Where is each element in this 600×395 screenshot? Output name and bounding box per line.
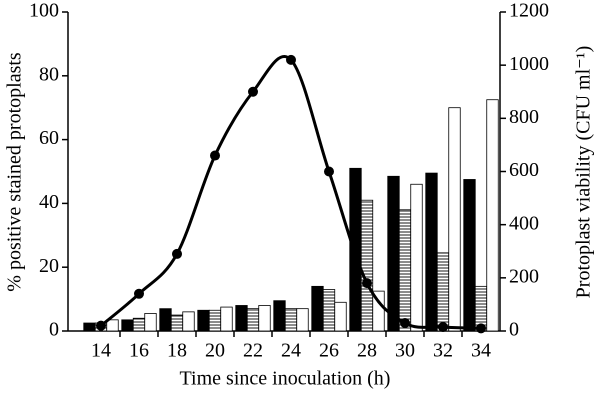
line-point	[96, 320, 106, 331]
x-tick-label: 32	[433, 340, 453, 362]
x-tick-label: 30	[395, 340, 415, 362]
line-point	[362, 278, 372, 289]
line-point	[134, 288, 144, 299]
x-tick-label: 18	[167, 340, 187, 362]
line-point	[324, 166, 334, 177]
bar	[106, 319, 119, 332]
x-tick-label: 28	[357, 340, 377, 362]
x-tick-label: 34	[471, 340, 491, 362]
y-tick-label: 0	[49, 319, 59, 341]
line-point	[400, 318, 410, 329]
line	[100, 55, 482, 330]
bar	[372, 290, 385, 332]
bar	[398, 209, 412, 332]
y-tick-label: 60	[39, 127, 59, 149]
bar	[144, 313, 157, 332]
bar	[132, 317, 146, 332]
x-tick-label: 16	[129, 340, 149, 362]
bar	[170, 314, 184, 332]
bar	[159, 308, 172, 332]
bar	[425, 172, 438, 332]
x-tick-label: 26	[319, 340, 339, 362]
y2-tick-label: 1000	[509, 53, 549, 75]
bar	[273, 300, 286, 332]
bar	[436, 252, 450, 332]
bar	[284, 308, 298, 332]
y2-tick-label: 800	[509, 106, 539, 128]
bar	[258, 305, 271, 332]
y2-tick-label: 1200	[509, 0, 549, 22]
y2-tick-label: 0	[509, 319, 519, 341]
x-axis-label: Time since inoculation (h)	[180, 368, 391, 390]
bar	[486, 99, 499, 332]
bar	[410, 183, 423, 332]
bar	[182, 311, 195, 332]
line-point	[286, 54, 296, 65]
bar	[83, 322, 96, 332]
x-tick-label: 22	[243, 340, 263, 362]
y-axis-label: % positive stained protoplasts	[4, 52, 26, 292]
bar	[296, 308, 309, 332]
bar	[360, 199, 374, 332]
bar	[448, 107, 461, 332]
y2-axis-label: Protoplast viability (CFU ml⁻¹)	[573, 46, 595, 299]
bar	[220, 306, 233, 332]
line-point	[248, 86, 258, 97]
line-point	[476, 323, 486, 334]
bar	[387, 175, 400, 332]
bar	[121, 319, 134, 332]
bar	[463, 179, 476, 332]
y-tick-label: 40	[39, 191, 59, 213]
x-tick-label: 14	[91, 340, 111, 362]
bar	[334, 301, 347, 332]
bar	[311, 285, 324, 332]
line-point	[210, 150, 220, 161]
y2-tick-label: 400	[509, 212, 539, 234]
bar	[197, 309, 210, 332]
line-point	[438, 322, 448, 333]
bar	[208, 309, 222, 332]
line-point	[172, 248, 182, 259]
bar	[322, 289, 336, 332]
x-tick-label: 20	[205, 340, 225, 362]
y-tick-label: 80	[39, 63, 59, 85]
bar	[235, 305, 248, 332]
y-tick-label: 100	[29, 0, 59, 22]
y2-tick-label: 600	[509, 159, 539, 181]
y2-tick-label: 200	[509, 265, 539, 287]
y-tick-label: 20	[39, 255, 59, 277]
x-tick-label: 24	[281, 340, 301, 362]
bar	[246, 308, 260, 332]
